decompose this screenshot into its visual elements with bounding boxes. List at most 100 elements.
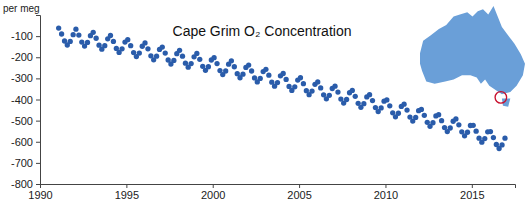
data-point	[396, 111, 401, 116]
data-point	[335, 89, 340, 94]
data-point	[246, 62, 251, 67]
inset-map	[420, 6, 525, 107]
data-point	[223, 68, 228, 73]
x-tick-mark	[126, 184, 127, 188]
data-point	[482, 136, 487, 141]
data-point	[275, 80, 280, 85]
data-point	[301, 81, 306, 86]
y-tick: -500	[11, 115, 40, 127]
x-tick: 1995	[115, 184, 139, 201]
x-tick-mark	[40, 184, 41, 188]
data-point	[344, 97, 349, 102]
data-point	[240, 72, 245, 77]
data-point	[465, 130, 470, 135]
data-point	[370, 98, 375, 103]
data-point	[214, 61, 219, 66]
x-tick-label: 2000	[201, 189, 225, 201]
data-point	[160, 44, 165, 49]
data-point	[111, 39, 116, 44]
data-point	[258, 76, 263, 81]
data-point	[73, 27, 78, 32]
y-tick-mark	[36, 121, 40, 122]
y-tick-label: -500	[11, 115, 33, 127]
data-point	[266, 73, 271, 78]
data-point	[145, 46, 150, 51]
x-tick-label: 2005	[287, 189, 311, 201]
y-tick-label: -200	[11, 51, 33, 63]
y-tick: -700	[11, 157, 40, 169]
data-point	[315, 79, 320, 84]
y-axis-line	[36, 16, 41, 185]
y-tick-label: -300	[11, 72, 33, 84]
data-point	[499, 142, 504, 147]
y-axis-label: per meg	[3, 3, 40, 14]
data-point	[232, 64, 237, 69]
data-point	[93, 36, 98, 41]
x-tick: 2005	[287, 184, 311, 201]
y-tick: -100	[11, 30, 40, 42]
data-point	[125, 37, 130, 42]
y-tick-mark	[36, 163, 40, 164]
data-point	[502, 136, 507, 141]
data-point	[318, 85, 323, 90]
data-point	[361, 101, 366, 106]
y-tick: -200	[11, 51, 40, 63]
data-point	[263, 67, 268, 72]
data-point	[163, 50, 168, 55]
data-point	[206, 64, 211, 69]
data-point	[384, 97, 389, 102]
data-point	[180, 54, 185, 59]
data-point	[401, 102, 406, 107]
data-point	[249, 68, 254, 73]
x-tick: 1990	[28, 184, 52, 201]
chart: -800-700-600-500-400-300-200-10019901995…	[0, 0, 528, 215]
data-point	[350, 88, 355, 93]
data-point	[419, 107, 424, 112]
data-point	[456, 122, 461, 127]
data-point	[108, 33, 113, 38]
data-point	[188, 61, 193, 66]
data-point	[59, 31, 64, 36]
data-point	[471, 123, 476, 128]
y-tick-label: -400	[11, 94, 33, 106]
x-tick: 2015	[460, 184, 484, 201]
data-point	[473, 129, 478, 134]
data-point	[353, 94, 358, 99]
data-point	[367, 92, 372, 97]
data-point	[448, 125, 453, 130]
data-point	[292, 84, 297, 89]
data-point	[171, 58, 176, 63]
x-tick-label: 1990	[28, 189, 52, 201]
y-tick-label: -600	[11, 136, 33, 148]
x-tick-label: 1995	[115, 189, 139, 201]
data-point	[154, 54, 159, 59]
y-tick: -300	[11, 72, 40, 84]
data-point	[211, 55, 216, 60]
data-point	[453, 116, 458, 121]
data-point	[430, 120, 435, 125]
data-point	[404, 107, 409, 112]
data-point	[68, 39, 73, 44]
y-tick-label: -100	[11, 30, 33, 42]
data-point	[413, 115, 418, 120]
points	[56, 25, 508, 151]
x-tick: 2000	[201, 184, 225, 201]
y-tick: -600	[11, 136, 40, 148]
y-tick-mark	[36, 36, 40, 37]
data-point	[142, 40, 147, 45]
data-point	[283, 77, 288, 82]
y-tick-mark	[36, 57, 40, 58]
data-point	[177, 48, 182, 53]
y-tick-mark	[36, 142, 40, 143]
data-point	[85, 40, 90, 45]
data-point	[91, 30, 96, 35]
data-point	[491, 135, 496, 140]
data-point	[128, 43, 133, 48]
y-axis: -800-700-600-500-400-300-200-100	[11, 16, 41, 191]
data-point	[197, 57, 202, 62]
data-point	[281, 71, 286, 76]
y-tick-mark	[36, 100, 40, 101]
x-tick-mark	[385, 184, 386, 188]
data-point	[194, 51, 199, 56]
x-tick-mark	[299, 184, 300, 188]
